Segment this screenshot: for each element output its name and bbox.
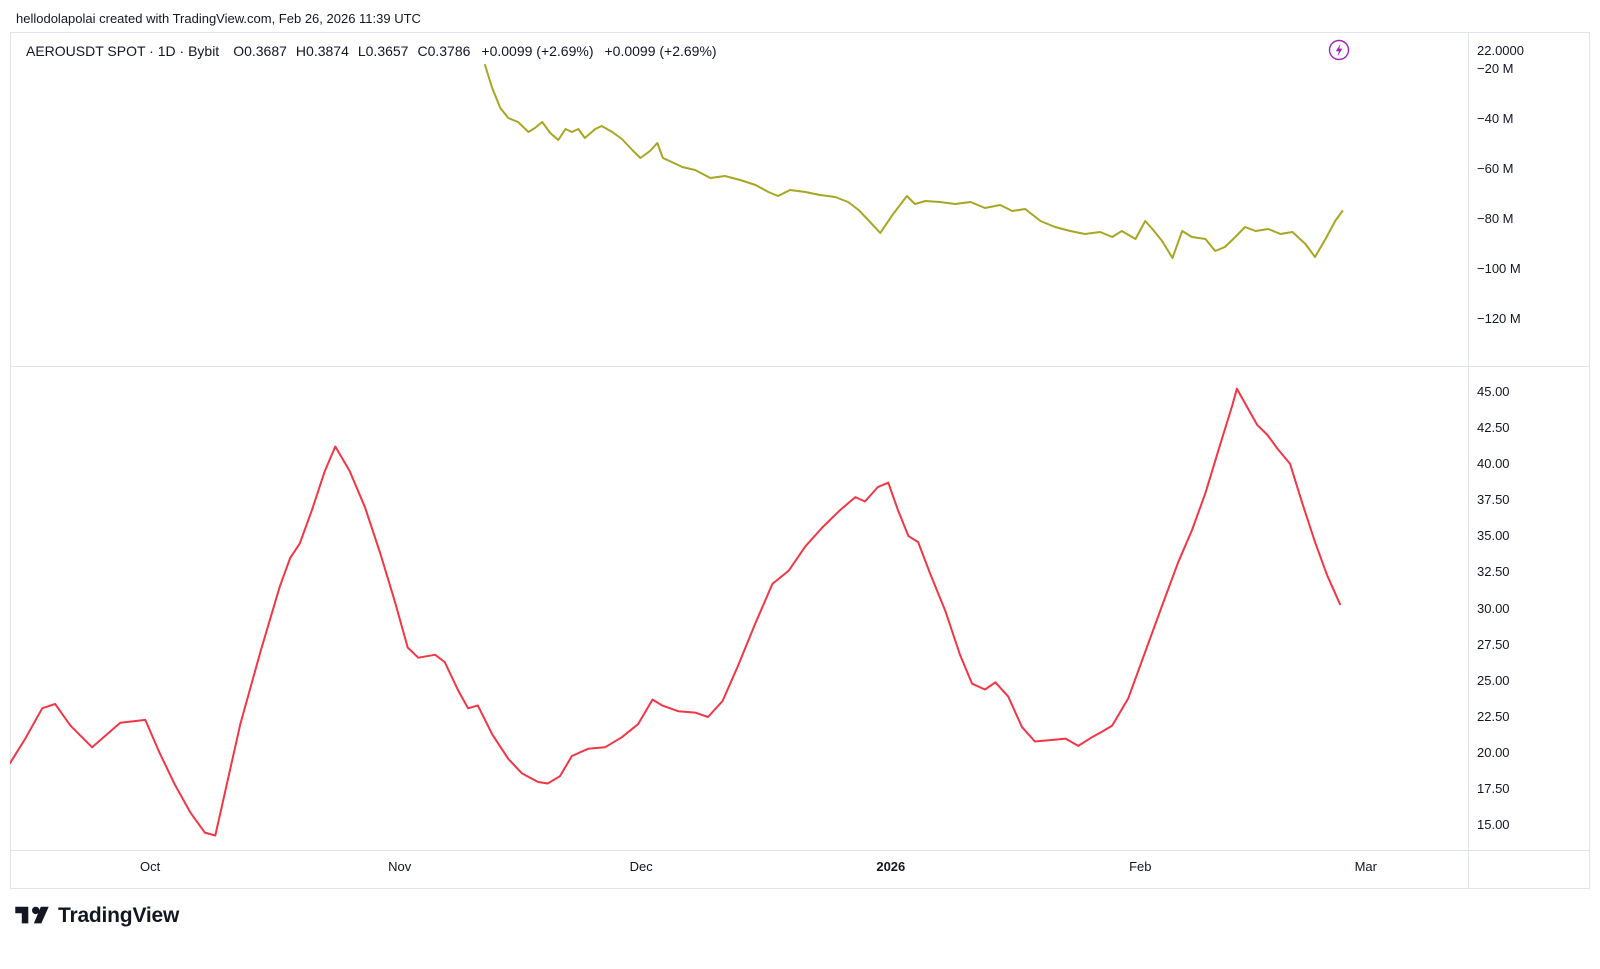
pane-separator[interactable] (10, 366, 1590, 367)
price-axis-label: −80 M (1477, 211, 1514, 226)
frame-top-border (10, 32, 1590, 33)
time-axis-label: Dec (629, 859, 653, 874)
price-scale-bottom[interactable]: 45.00 42.50 40.00 37.50 35.00 32.50 30.00 27.50… (1469, 367, 1595, 850)
chart-legend[interactable]: AEROUSDT SPOT · 1D · Bybit O0.3687 H0.38… (26, 41, 726, 61)
change-value: +0.0099 (+2.69%) (481, 43, 594, 59)
price-scale-top-value: 22.0000 (1477, 43, 1524, 58)
time-axis-label: Mar (1354, 859, 1377, 874)
lower-oscillator-line (10, 387, 1341, 837)
time-axis-label: Oct (139, 859, 161, 874)
price-axis-label: 37.50 (1477, 492, 1510, 508)
price-axis-label: 15.00 (1477, 817, 1510, 833)
ohlc-open: O0.3687 (233, 43, 287, 59)
price-axis-label: −100 M (1477, 261, 1521, 276)
time-axis[interactable]: Oct Nov Dec 2026 Feb Mar (10, 851, 1468, 887)
price-scale-top[interactable]: −20 M −40 M −60 M −80 M −100 M −120 M (1469, 33, 1595, 366)
price-axis-label: 27.50 (1477, 636, 1510, 652)
oscillator-pane[interactable] (10, 367, 1468, 850)
price-scale-separator (1468, 32, 1469, 889)
flash-icon-svg (1328, 39, 1350, 61)
price-axis-label: 20.00 (1477, 745, 1510, 761)
flash-icon[interactable] (1328, 39, 1350, 61)
price-axis-label: −120 M (1477, 311, 1521, 326)
frame-left-border (10, 32, 11, 889)
attribution-text: hellodolapolai created with TradingView.… (16, 11, 421, 26)
symbol-title[interactable]: AEROUSDT SPOT · 1D · Bybit (26, 43, 220, 59)
price-axis-label: 32.50 (1477, 564, 1510, 580)
time-axis-label: 2026 (876, 859, 906, 874)
frame-bottom-border (10, 888, 1590, 889)
price-axis-label: 17.50 (1477, 781, 1510, 797)
time-axis-label: Feb (1129, 859, 1152, 874)
time-axis-label: Nov (388, 859, 412, 874)
indicator-pane[interactable] (10, 33, 1468, 366)
tradingview-logo[interactable]: TradingView (15, 900, 179, 932)
frame-right-border (1589, 32, 1590, 889)
chart-svg (10, 387, 1341, 837)
ohlc-high: H0.3874 (295, 43, 349, 59)
change-value-secondary: +0.0099 (+2.69%) (604, 43, 717, 59)
price-axis-label: 35.00 (1477, 528, 1510, 544)
price-axis-label: 30.00 (1477, 600, 1510, 616)
price-axis-label: 25.00 (1477, 672, 1510, 688)
ohlc-low: L0.3657 (357, 43, 409, 59)
price-axis-label: −40 M (1477, 111, 1514, 126)
upper-indicator-line (484, 64, 1344, 259)
price-axis-label: 45.00 (1477, 383, 1510, 399)
price-axis-label: −20 M (1477, 61, 1514, 76)
tradingview-logo-icon (15, 906, 49, 924)
price-axis-label: −60 M (1477, 161, 1514, 176)
price-axis-label: 40.00 (1477, 455, 1510, 471)
price-axis-label: 42.50 (1477, 419, 1510, 435)
price-axis-label: 22.50 (1477, 708, 1510, 724)
chart-svg (484, 64, 1344, 259)
ohlc-close: C0.3786 (417, 43, 471, 59)
time-axis-separator (10, 850, 1590, 851)
tradingview-logo-text: TradingView (58, 904, 180, 927)
